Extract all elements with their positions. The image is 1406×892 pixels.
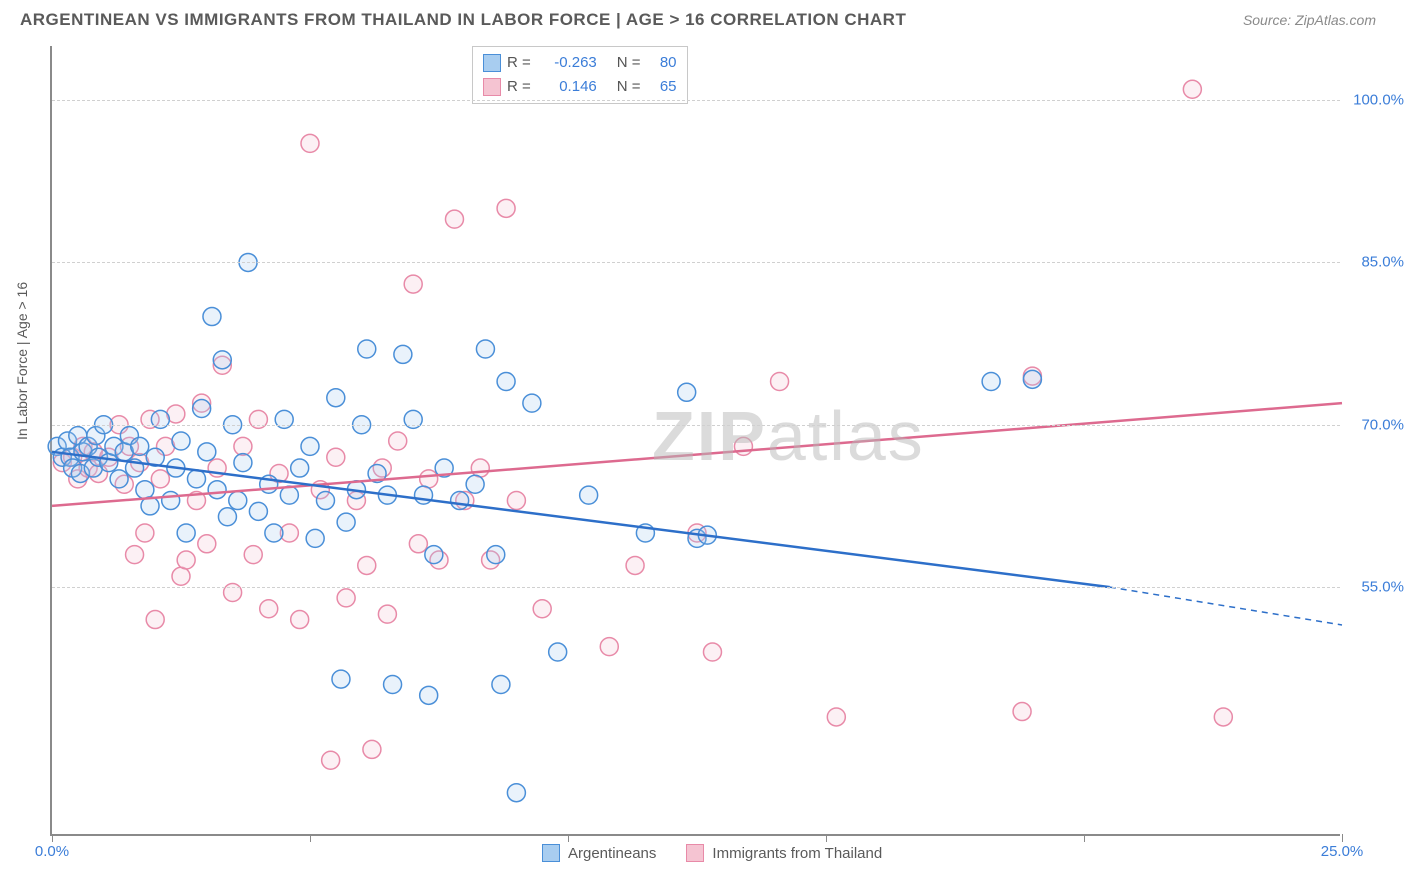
x-tick-label: 0.0% [35,843,69,860]
n-label: N = [617,51,641,75]
y-tick-label: 55.0% [1361,579,1404,596]
plot-area: ZIPatlas R = -0.263 N = 80 R = 0.146 N =… [50,46,1340,836]
n-value-argentineans: 80 [647,51,677,75]
y-tick-label: 70.0% [1361,416,1404,433]
y-tick-label: 85.0% [1361,254,1404,271]
series-legend: Argentineans Immigrants from Thailand [542,844,882,862]
swatch-thailand [686,844,704,862]
n-label: N = [617,75,641,99]
correlation-legend: R = -0.263 N = 80 R = 0.146 N = 65 [472,46,688,104]
r-label: R = [507,51,531,75]
legend-row-argentineans: R = -0.263 N = 80 [483,51,677,75]
chart-svg [52,46,1340,834]
legend-item-thailand: Immigrants from Thailand [686,844,882,862]
r-value-argentineans: -0.263 [537,51,597,75]
legend-item-argentineans: Argentineans [542,844,656,862]
r-label: R = [507,75,531,99]
chart-title: ARGENTINEAN VS IMMIGRANTS FROM THAILAND … [20,10,906,30]
y-tick-label: 100.0% [1353,92,1404,109]
r-value-thailand: 0.146 [537,75,597,99]
y-axis-label: In Labor Force | Age > 16 [14,282,30,440]
source-label: Source: ZipAtlas.com [1243,12,1376,28]
swatch-argentineans [542,844,560,862]
legend-label-argentineans: Argentineans [568,845,656,862]
n-value-thailand: 65 [647,75,677,99]
legend-row-thailand: R = 0.146 N = 65 [483,75,677,99]
title-bar: ARGENTINEAN VS IMMIGRANTS FROM THAILAND … [0,0,1406,36]
legend-label-thailand: Immigrants from Thailand [712,845,882,862]
swatch-thailand [483,78,501,96]
swatch-argentineans [483,54,501,72]
x-tick-label: 25.0% [1321,843,1364,860]
